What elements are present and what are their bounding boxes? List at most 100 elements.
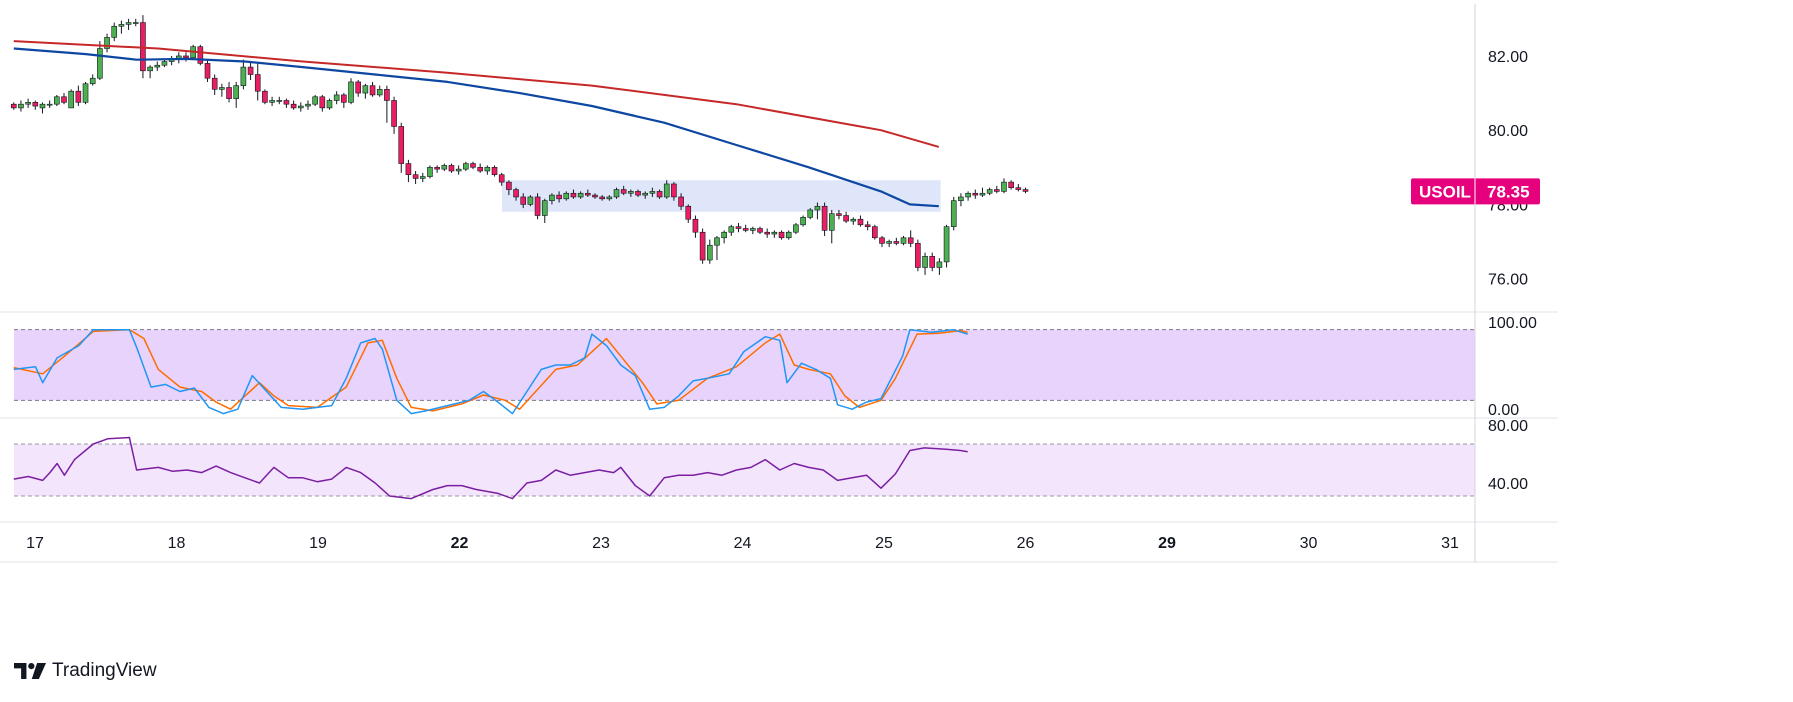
candle-body bbox=[728, 226, 735, 233]
candle-body bbox=[484, 166, 491, 172]
ma-slow-line bbox=[13, 40, 940, 148]
candle-body bbox=[685, 205, 692, 220]
time-axis-label: 30 bbox=[1300, 535, 1318, 552]
time-axis-label: 19 bbox=[309, 535, 327, 552]
candle-body bbox=[965, 192, 971, 198]
candle-body bbox=[161, 61, 168, 66]
price-tick-label: 76.00 bbox=[1488, 272, 1528, 289]
candle-body bbox=[75, 90, 82, 103]
candle-body bbox=[857, 218, 864, 226]
candle-body bbox=[204, 63, 211, 79]
candle-body bbox=[635, 191, 641, 196]
candle-body bbox=[333, 94, 340, 101]
candle-body bbox=[154, 64, 161, 68]
last-price-value: 78.35 bbox=[1487, 182, 1530, 201]
candle-body bbox=[872, 226, 878, 239]
candle-body bbox=[628, 191, 634, 194]
candle-body bbox=[649, 191, 656, 194]
time-axis-label: 22 bbox=[451, 535, 469, 552]
candle-body bbox=[254, 74, 261, 92]
indicator-lines bbox=[13, 40, 968, 500]
candle-body bbox=[706, 244, 713, 261]
time-axis-label: 29 bbox=[1158, 535, 1176, 552]
candle-body bbox=[312, 96, 318, 105]
candle-body bbox=[972, 192, 979, 196]
candle-body bbox=[958, 196, 964, 201]
candle-body bbox=[427, 166, 433, 177]
candle-body bbox=[599, 196, 605, 200]
candle-body bbox=[699, 231, 706, 261]
stochastic-panel bbox=[14, 329, 1475, 401]
panel-frame bbox=[0, 4, 1558, 563]
candle-body bbox=[692, 218, 699, 233]
candle-body bbox=[721, 231, 727, 239]
candle-body bbox=[498, 174, 505, 183]
price-tick-label: 82.00 bbox=[1488, 49, 1528, 66]
tradingview-logo-icon bbox=[14, 663, 46, 679]
candle-body bbox=[54, 96, 60, 105]
candle-body bbox=[807, 209, 814, 218]
candle-body bbox=[491, 166, 498, 175]
candle-body bbox=[986, 189, 993, 194]
candle-body bbox=[585, 192, 591, 196]
candle-body bbox=[671, 183, 677, 198]
rsi-band bbox=[14, 444, 1475, 496]
candle-body bbox=[907, 237, 914, 244]
candle-body bbox=[936, 261, 943, 268]
candle-body bbox=[879, 237, 885, 244]
candle-body bbox=[376, 89, 383, 96]
candle-body bbox=[319, 96, 326, 109]
last-price-label: USOIL 78.35 bbox=[1411, 178, 1540, 205]
candle-body bbox=[398, 126, 405, 164]
candle-body bbox=[556, 194, 562, 200]
candle-body bbox=[900, 237, 907, 244]
candle-body bbox=[477, 166, 483, 172]
candle-body bbox=[118, 24, 125, 27]
candle-body bbox=[1022, 189, 1029, 192]
stochastic-tick-label: 100.00 bbox=[1488, 315, 1537, 332]
candle-body bbox=[620, 189, 627, 194]
candle-body bbox=[1015, 187, 1022, 190]
candle-body bbox=[132, 22, 139, 24]
candle-body bbox=[104, 37, 110, 49]
candle-body bbox=[290, 103, 297, 109]
rsi-panel bbox=[14, 443, 1475, 497]
candle-body bbox=[82, 83, 89, 103]
time-axis-label: 31 bbox=[1441, 535, 1459, 552]
candle-body bbox=[32, 102, 39, 107]
time-axis-label: 17 bbox=[26, 535, 44, 552]
candle-body bbox=[89, 77, 96, 85]
branding-text: TradingView bbox=[52, 660, 157, 681]
candle-body bbox=[656, 191, 663, 198]
candle-body bbox=[793, 224, 799, 233]
candle-body bbox=[463, 163, 469, 170]
candle-body bbox=[613, 189, 620, 198]
candle-body bbox=[305, 103, 311, 107]
candle-body bbox=[1001, 181, 1007, 192]
candle-body bbox=[10, 103, 17, 109]
candle-body bbox=[757, 228, 763, 233]
candle-body bbox=[950, 200, 957, 227]
candle-body bbox=[534, 196, 541, 216]
candle-body bbox=[893, 241, 900, 244]
candle-body bbox=[441, 165, 448, 170]
candle-body bbox=[297, 105, 304, 109]
candle-body bbox=[520, 196, 527, 205]
candle-body bbox=[219, 87, 225, 90]
candle-body bbox=[750, 228, 756, 231]
candle-body bbox=[864, 224, 871, 227]
candle-body bbox=[61, 96, 67, 103]
candle-body bbox=[778, 231, 785, 239]
candle-body bbox=[269, 100, 275, 103]
candle-body bbox=[735, 226, 742, 229]
candle-body bbox=[348, 81, 354, 103]
candle-body bbox=[68, 90, 74, 109]
candle-body bbox=[326, 100, 333, 109]
candle-body bbox=[642, 192, 649, 196]
candle-body bbox=[592, 194, 598, 198]
symbol-label: USOIL bbox=[1419, 182, 1471, 201]
candle-body bbox=[470, 163, 476, 168]
tradingview-branding[interactable]: TradingView bbox=[14, 660, 157, 682]
time-axis-label: 25 bbox=[875, 535, 893, 552]
